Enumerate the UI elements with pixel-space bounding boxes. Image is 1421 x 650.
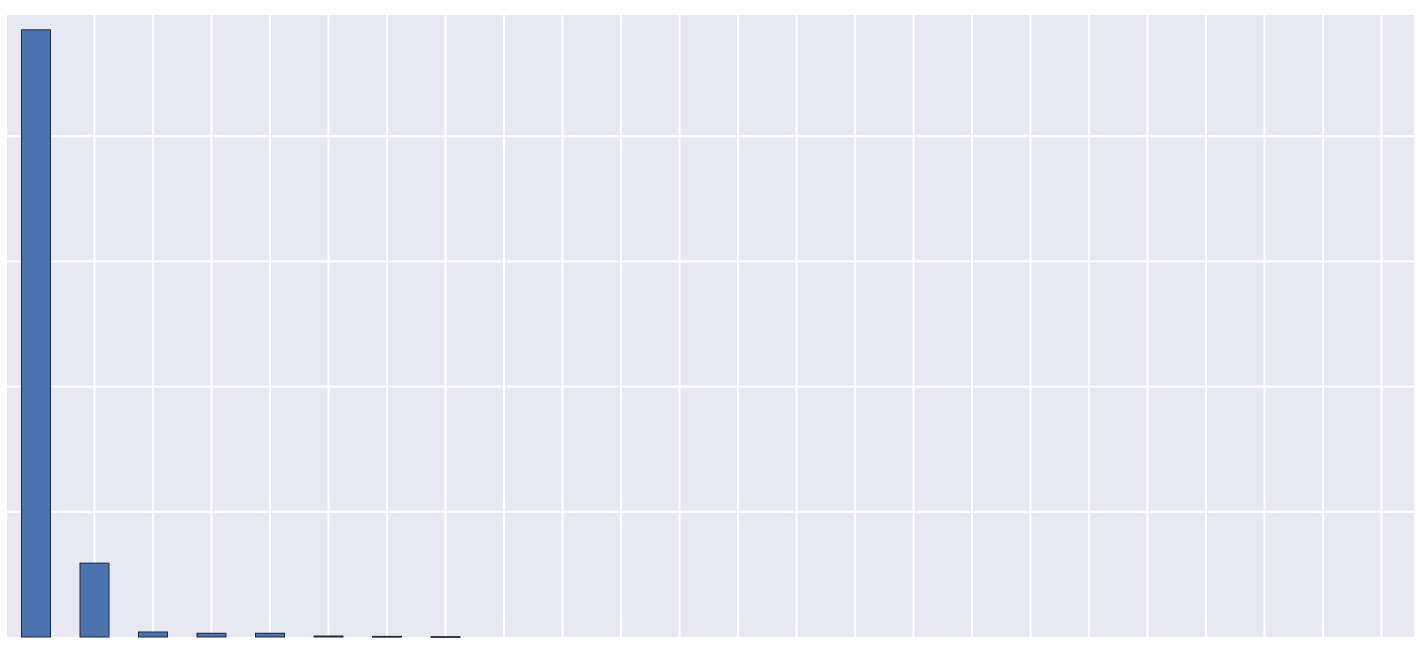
bar (138, 631, 168, 638)
grid-lines (7, 15, 1414, 637)
bar (313, 635, 344, 638)
plot-background (7, 15, 1414, 637)
bar (21, 29, 51, 638)
bar (79, 562, 110, 638)
bar (255, 632, 285, 638)
bars (21, 29, 461, 638)
bar (430, 636, 461, 638)
bar (372, 635, 402, 638)
bar (196, 632, 227, 638)
